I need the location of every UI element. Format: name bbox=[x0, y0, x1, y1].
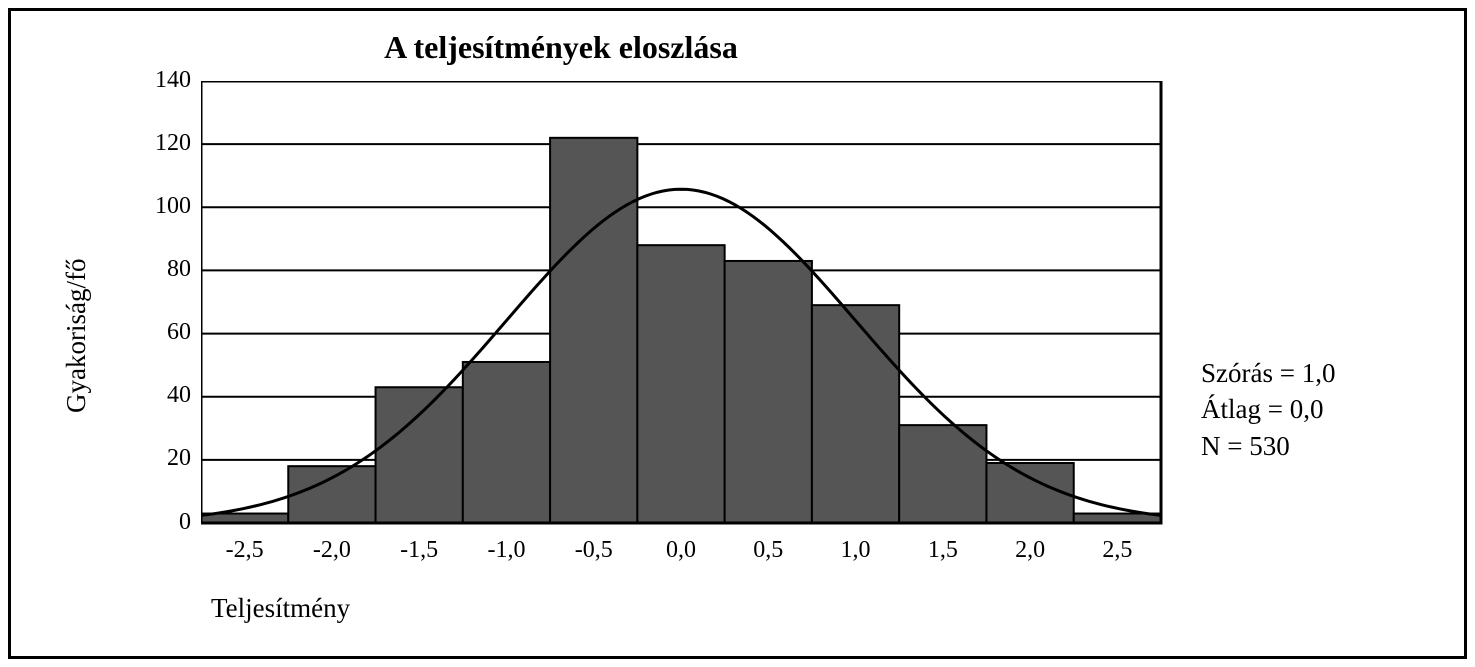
equals-sign: = bbox=[1227, 431, 1249, 461]
x-tick-label: 2,0 bbox=[995, 537, 1065, 564]
x-axis-label: Teljesítmény bbox=[211, 593, 350, 624]
stat-value: 1,0 bbox=[1302, 358, 1336, 388]
histogram-bar bbox=[812, 305, 899, 523]
y-tick-label: 40 bbox=[131, 382, 191, 409]
plot-area bbox=[201, 81, 1165, 527]
x-tick-label: -2,0 bbox=[297, 537, 367, 564]
stat-value: 530 bbox=[1249, 431, 1290, 461]
y-tick-label: 20 bbox=[131, 445, 191, 472]
histogram-bar bbox=[550, 138, 637, 523]
histogram-bar bbox=[637, 245, 724, 523]
stat-line: Szórás = 1,0 bbox=[1201, 355, 1335, 391]
y-tick-label: 120 bbox=[131, 130, 191, 157]
histogram-bar bbox=[288, 466, 375, 523]
y-tick-label: 100 bbox=[131, 193, 191, 220]
x-tick-label: 1,0 bbox=[821, 537, 891, 564]
histogram-bar bbox=[376, 387, 463, 523]
stats-block: Szórás = 1,0 Átlag = 0,0 N = 530 bbox=[1201, 355, 1335, 464]
equals-sign: = bbox=[1268, 394, 1290, 424]
stat-line: N = 530 bbox=[1201, 428, 1335, 464]
x-tick-label: -1,0 bbox=[471, 537, 541, 564]
x-tick-label: 0,5 bbox=[733, 537, 803, 564]
histogram-bar bbox=[463, 362, 550, 523]
y-tick-label: 0 bbox=[131, 509, 191, 536]
stat-label: N bbox=[1201, 431, 1221, 461]
chart-title: A teljesítmények eloszlása bbox=[11, 29, 1111, 66]
y-axis-label: Gyakoriság/fő bbox=[61, 258, 92, 412]
y-tick-label: 140 bbox=[131, 67, 191, 94]
stat-label: Átlag bbox=[1201, 394, 1261, 424]
y-tick-label: 60 bbox=[131, 319, 191, 346]
x-tick-label: -0,5 bbox=[559, 537, 629, 564]
stat-line: Átlag = 0,0 bbox=[1201, 391, 1335, 427]
x-tick-label: 1,5 bbox=[908, 537, 978, 564]
y-tick-label: 80 bbox=[131, 256, 191, 283]
x-tick-label: 0,0 bbox=[646, 537, 716, 564]
equals-sign: = bbox=[1280, 358, 1302, 388]
stat-label: Szórás bbox=[1201, 358, 1273, 388]
histogram-bar bbox=[725, 261, 812, 523]
x-tick-label: -1,5 bbox=[384, 537, 454, 564]
x-tick-label: -2,5 bbox=[210, 537, 280, 564]
x-tick-label: 2,5 bbox=[1082, 537, 1152, 564]
chart-frame: A teljesítmények eloszlása Gyakoriság/fő… bbox=[8, 8, 1467, 659]
stat-value: 0,0 bbox=[1290, 394, 1324, 424]
